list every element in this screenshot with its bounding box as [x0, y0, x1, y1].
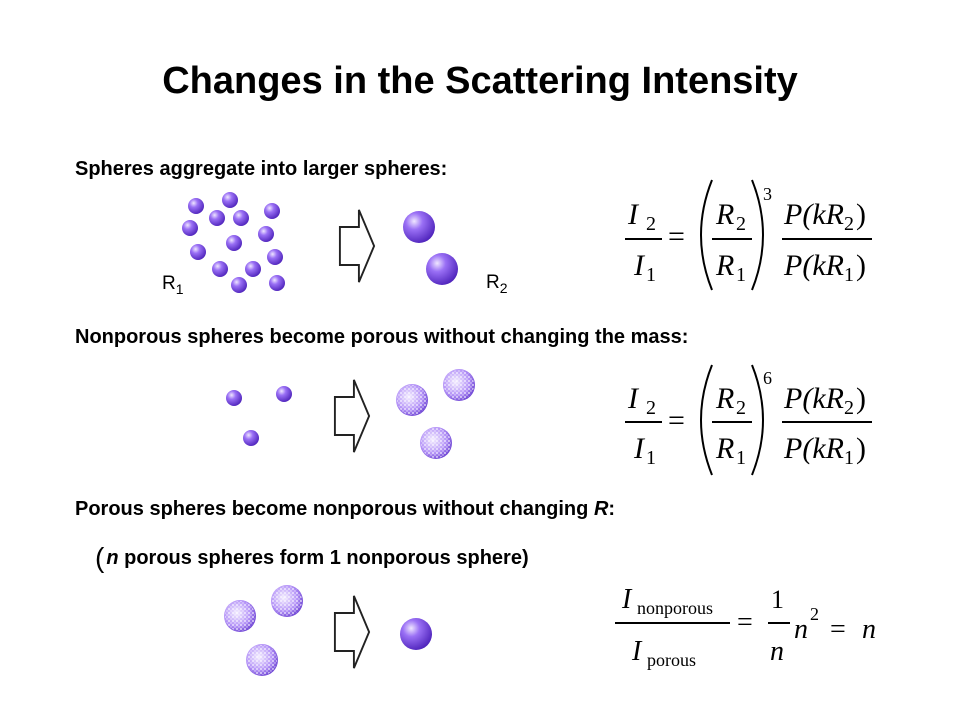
small-sphere	[222, 192, 238, 208]
nonporous-spheres-group	[226, 386, 292, 446]
svg-text:2: 2	[810, 604, 819, 624]
svg-text:R: R	[715, 382, 734, 415]
svg-text:1: 1	[736, 264, 746, 286]
svg-text:): )	[856, 432, 866, 465]
page-title: Changes in the Scattering Intensity	[162, 60, 798, 102]
svg-text:I: I	[627, 198, 640, 231]
small-sphere	[269, 275, 285, 291]
svg-text:nonporous: nonporous	[637, 598, 713, 618]
small-sphere	[226, 390, 242, 406]
small-spheres-group-1	[182, 192, 285, 293]
svg-text:2: 2	[736, 397, 746, 419]
svg-text:R: R	[715, 198, 734, 231]
svg-text:1: 1	[646, 264, 656, 286]
svg-text:): )	[856, 382, 866, 415]
porous-spheres-group-2	[396, 369, 475, 459]
small-sphere	[233, 210, 249, 226]
svg-text:1: 1	[844, 447, 854, 469]
label-r2: R2	[486, 272, 508, 296]
small-sphere	[258, 226, 274, 242]
svg-text:P(kR: P(kR	[783, 249, 844, 282]
svg-text:=: =	[668, 220, 685, 253]
formula-aggregation: I 2 I 1 = R 2 R 1 3 P(kR 2 ) P(kR 1 )	[625, 179, 872, 291]
svg-text:porous: porous	[647, 650, 696, 670]
svg-text:=: =	[737, 607, 753, 638]
formula-porosity: I 2 I 1 = R 2 R 1 6 P(kR 2 ) P(kR 1 )	[625, 364, 872, 476]
section-3-heading: Porous spheres become nonporous without …	[75, 498, 616, 520]
svg-text:): )	[856, 198, 866, 231]
svg-text:1: 1	[736, 447, 746, 469]
svg-text:P(kR: P(kR	[783, 382, 844, 415]
svg-text:I: I	[633, 249, 646, 282]
arrow-right-icon	[338, 208, 376, 284]
small-sphere	[190, 244, 206, 260]
section-1-heading: Spheres aggregate into larger spheres:	[75, 158, 448, 180]
section-2-heading: Nonporous spheres become porous without …	[75, 326, 689, 348]
small-sphere	[209, 210, 225, 226]
porous-spheres-group-3	[224, 585, 303, 676]
svg-text:P(kR: P(kR	[783, 198, 844, 231]
svg-text:I: I	[621, 584, 633, 615]
small-sphere	[276, 386, 292, 402]
svg-text:2: 2	[736, 213, 746, 235]
small-sphere	[212, 261, 228, 277]
small-sphere	[188, 198, 204, 214]
svg-text:2: 2	[844, 397, 854, 419]
svg-text:1: 1	[771, 585, 784, 614]
svg-text:2: 2	[646, 397, 656, 419]
small-sphere	[264, 203, 280, 219]
svg-text:I: I	[633, 432, 646, 465]
svg-text:R: R	[715, 249, 734, 282]
svg-text:1: 1	[844, 264, 854, 286]
label-r1: R1	[162, 273, 184, 297]
svg-text:P(kR: P(kR	[783, 432, 844, 465]
svg-text:2: 2	[646, 213, 656, 235]
svg-text:R: R	[715, 432, 734, 465]
nonporous-sphere	[400, 618, 432, 650]
small-sphere	[245, 261, 261, 277]
svg-text:1: 1	[646, 447, 656, 469]
svg-text:2: 2	[844, 213, 854, 235]
arrow-right-icon	[333, 378, 371, 454]
svg-text:I: I	[631, 636, 643, 667]
svg-text:n: n	[794, 614, 808, 645]
formula-porous-nonporous: I nonporous I porous = 1 n n 2 = n	[615, 584, 876, 670]
svg-text:n: n	[770, 636, 784, 667]
large-spheres-group-1	[403, 211, 458, 285]
small-sphere	[243, 430, 259, 446]
small-sphere	[267, 249, 283, 265]
small-sphere	[231, 277, 247, 293]
arrow-right-icon	[333, 594, 371, 670]
section-3-note: (n porous spheres form 1 nonporous spher…	[95, 542, 529, 573]
small-sphere	[182, 220, 198, 236]
svg-text:3: 3	[763, 184, 772, 204]
svg-text:=: =	[668, 404, 685, 437]
svg-text:I: I	[627, 382, 640, 415]
small-sphere	[226, 235, 242, 251]
large-sphere	[403, 211, 435, 243]
svg-text:6: 6	[763, 368, 772, 388]
svg-text:=: =	[830, 614, 846, 645]
large-sphere	[426, 253, 458, 285]
svg-text:): )	[856, 249, 866, 282]
svg-text:n: n	[862, 614, 876, 645]
